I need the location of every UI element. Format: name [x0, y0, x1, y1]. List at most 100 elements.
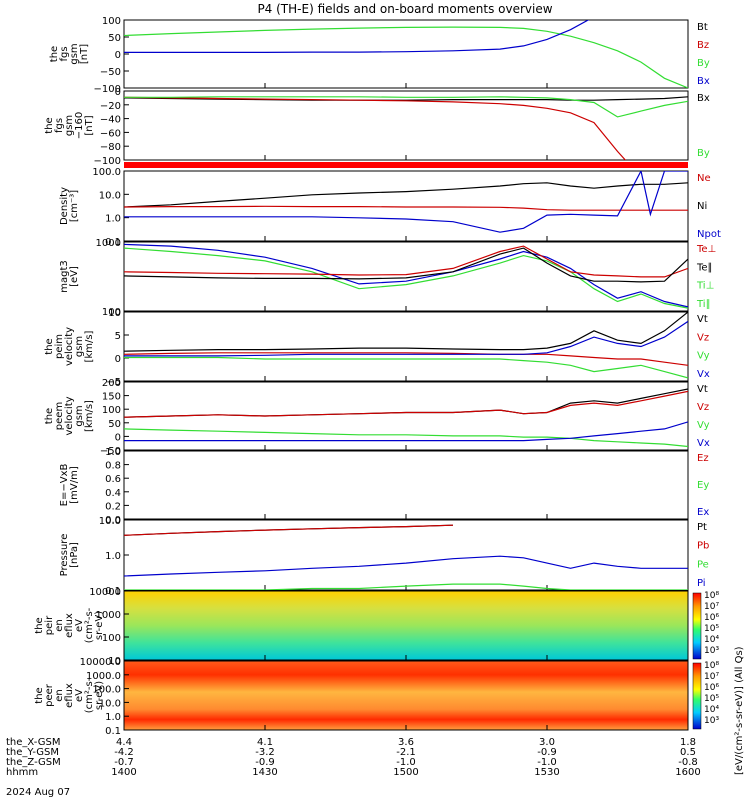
- legend-label: By: [697, 58, 710, 69]
- y-axis-label: thepeirenefluxeV(cm²-s-sr-eV): [34, 607, 105, 643]
- x-row-value: 3.0: [539, 737, 555, 748]
- y-tick-label: 0.4: [105, 488, 121, 499]
- y-axis-label: thefgsgsm−160[nT]: [44, 112, 95, 139]
- series-line-te: [124, 247, 688, 283]
- panel-peir_spec: 10000 1000 100 10 thepeirenefluxeV(cm²-s-sr-…: [34, 587, 689, 667]
- y-tick-label: 0: [115, 432, 121, 443]
- y-tick-label: 0.1: [105, 237, 121, 248]
- y-tick-label: 100.0: [92, 167, 121, 178]
- legend-label: Bt: [697, 22, 708, 33]
- y-tick-label: 10000.0: [80, 657, 121, 668]
- y-axis-label: thepeemvelocitygsm[km/s]: [44, 396, 95, 435]
- x-row-value: -3.2: [255, 747, 275, 758]
- x-row-label: the_Y-GSM: [6, 747, 59, 758]
- y-tick-label: 0: [115, 354, 121, 365]
- series-line-ti: [124, 247, 688, 309]
- y-tick-label: 1000: [96, 238, 121, 249]
- series-line-pi: [124, 555, 688, 577]
- colorbar-unit: [eV/(cm²-s-sr-eV)] (All Qs): [734, 646, 745, 775]
- panel-frame: [123, 519, 689, 591]
- panel-pressure: 10.0 1.0 0.1 Pressure[nPa] Pt Pb Pe Pi: [59, 516, 709, 597]
- legend-label: Ni: [697, 201, 707, 212]
- y-tick-label: 100: [102, 405, 121, 416]
- x-row-value: 1530: [534, 767, 559, 778]
- y-tick-label: 1000.0: [86, 671, 121, 682]
- panels-group: 100500−50−100thefgsgsm[nT]BtBzByBx0−20−4…: [34, 16, 745, 775]
- series-group-peim_velocity: [124, 312, 688, 379]
- x-row-value: 0.5: [680, 747, 696, 758]
- panel-frame: [123, 381, 689, 451]
- red-separator-bar: [124, 162, 688, 168]
- colorbar-tick-label: 10⁵: [704, 624, 719, 634]
- legend-label: Pb: [697, 541, 709, 552]
- panel-temperature: 1000 100 magt3[eV] Te⊥ Te∥ Ti⊥ Ti∥: [59, 238, 716, 318]
- x-row-label: the_X-GSM: [6, 737, 60, 748]
- legend-label: Vt: [697, 314, 708, 325]
- legend-label: Te⊥: [696, 244, 716, 255]
- panel-peer_spec: 10000.0 1000.0 100.0 10.0 1.0 0.1 thepeerenefl…: [34, 657, 689, 737]
- legend-label: Vx: [697, 438, 710, 449]
- panel-frame: [123, 19, 689, 89]
- y-axis-label: thefgsgsm[nT]: [49, 43, 90, 64]
- colorbar-tick-label: 10⁴: [704, 635, 719, 645]
- y-tick-label: 10.0: [99, 698, 121, 709]
- legend-label: Npot: [697, 229, 721, 240]
- y-axis-label: thepeerenefluxeV(cm²-s-sr-eV): [34, 677, 105, 713]
- legend-label: Bz: [697, 40, 709, 51]
- x-row-value: -0.9: [255, 757, 275, 768]
- series-line-vz: [124, 390, 688, 418]
- y-tick-label: 0.1: [105, 726, 121, 737]
- colorbar-tick-label: 10⁶: [704, 683, 719, 693]
- y-tick-label: −50: [100, 446, 121, 457]
- colorbar-tick-label: 10⁵: [704, 694, 719, 704]
- panel-frame: [123, 170, 689, 242]
- x-row-value: 4.4: [116, 737, 132, 748]
- y-axis-label: magt3[eV]: [59, 260, 80, 293]
- y-tick-label: 200: [102, 378, 121, 389]
- y-tick-label: 100: [102, 633, 121, 644]
- y-tick-label: 1000: [96, 610, 121, 621]
- x-row-value: -1.0: [537, 757, 557, 768]
- y-tick-label: 0.0: [105, 515, 121, 526]
- x-row-value: 3.6: [398, 737, 414, 748]
- y-tick-label: 150: [102, 392, 121, 403]
- legend-label: Vz: [697, 332, 709, 343]
- legend-label: By: [697, 148, 710, 159]
- legend-label: Ti∥: [696, 299, 711, 310]
- y-tick-label: 10: [108, 308, 121, 319]
- y-tick-label: 100: [102, 307, 121, 318]
- y-tick-label: 0.8: [105, 461, 121, 472]
- series-group-fgs_gsm_m160: [124, 96, 688, 160]
- series-group-density: [124, 171, 688, 233]
- series-group-temperature: [124, 243, 688, 309]
- y-tick-label: 100.0: [92, 685, 121, 696]
- panel-fgs_gsm_nT: 100 50 0 −50 −100 thefgsgsm[nT] Bt Bz By Bx: [49, 16, 710, 95]
- y-tick-label: 50: [108, 419, 121, 430]
- legend-label: Pe: [697, 559, 709, 570]
- y-tick-label: 0: [115, 50, 121, 61]
- y-tick-label: 100: [102, 16, 121, 27]
- y-tick-label: 0: [115, 87, 121, 98]
- series-line-vx: [124, 320, 688, 357]
- colorbar-peer: [692, 662, 702, 730]
- y-tick-label: 10.0: [99, 190, 121, 201]
- series-group-pressure: [124, 524, 688, 590]
- colorbar-tick-label: 10⁶: [704, 613, 719, 623]
- series-group-fgs_gsm_nT: [124, 20, 688, 88]
- y-tick-label: −60: [100, 128, 121, 139]
- legend-label: Ne: [697, 173, 711, 184]
- x-row-value: -4.2: [114, 747, 134, 758]
- y-axis-label: Pressure[nPa]: [59, 534, 80, 577]
- panel-efield: 1.0 0.8 0.6 0.4 0.2 0.0 E=−VxB[mV/m] Ez Ey Ex: [59, 447, 709, 526]
- x-row-value: 4.1: [257, 737, 273, 748]
- x-row-value: 1600: [675, 767, 700, 778]
- y-axis-label: Density[cm⁻³]: [59, 187, 80, 225]
- y-tick-label: −80: [100, 142, 121, 153]
- x-row-value: -0.7: [114, 757, 134, 768]
- y-tick-label: −100: [94, 84, 121, 95]
- panel-frame: [123, 450, 689, 520]
- y-tick-label: 1.0: [105, 551, 121, 562]
- series-line-ni: [124, 182, 688, 208]
- series-line-by: [124, 96, 688, 118]
